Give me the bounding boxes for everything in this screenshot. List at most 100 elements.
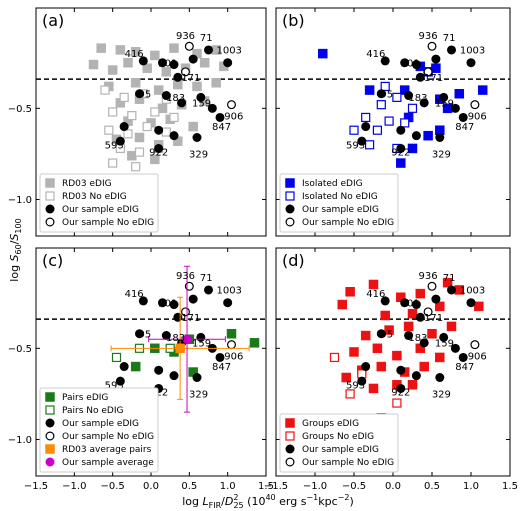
data-point — [470, 340, 480, 350]
legend-marker — [45, 405, 55, 415]
galaxy-label: 71 — [200, 273, 213, 284]
x-tick-label: −1.0 — [303, 481, 327, 492]
data-point — [407, 308, 418, 319]
data-point — [368, 279, 379, 290]
data-point — [207, 103, 217, 113]
y-tick-label: −1.0 — [8, 435, 32, 446]
data-point — [423, 130, 433, 141]
data-point — [192, 373, 202, 383]
data-point — [474, 301, 484, 312]
series-rd03-average-pairs — [110, 296, 250, 400]
data-point — [226, 328, 237, 339]
legend-marker — [45, 392, 55, 402]
data-point — [345, 389, 355, 399]
x-tick-label: 0.5 — [424, 481, 440, 492]
legend-marker — [285, 431, 295, 441]
data-point — [447, 285, 456, 295]
data-point — [182, 334, 192, 344]
data-point — [435, 352, 445, 363]
data-point — [361, 122, 371, 132]
data-point — [123, 129, 133, 139]
data-point — [154, 365, 164, 375]
legend: Groups eDIG Groups No eDIG Our sample eDIG… — [279, 413, 399, 473]
legend-label: RD03 eDIG — [62, 179, 112, 189]
galaxy-label: 416 — [366, 49, 385, 60]
legend-box — [39, 387, 159, 473]
data-point — [184, 41, 194, 51]
data-point — [466, 298, 476, 308]
legend-label: Pairs eDIG — [62, 393, 108, 403]
data-point — [130, 47, 141, 57]
panel-label: (c) — [42, 251, 63, 270]
data-point — [134, 147, 145, 157]
x-tick-label: 1.5 — [258, 481, 274, 492]
data-point — [357, 376, 367, 386]
galaxy-label: 1003 — [216, 286, 241, 297]
series-our-sample-edig — [357, 285, 476, 393]
legend-box — [279, 173, 399, 233]
data-point — [458, 352, 468, 362]
x-tick-label: 1.0 — [463, 481, 479, 492]
x-tick-label: 1.5 — [502, 481, 518, 492]
data-point — [131, 162, 141, 172]
galaxy-label: 416 — [125, 289, 144, 300]
legend-marker — [285, 444, 295, 454]
data-point — [407, 103, 418, 113]
data-point — [376, 329, 386, 339]
data-point — [435, 301, 445, 312]
galaxy-label: 201 — [158, 298, 177, 309]
data-point — [400, 58, 410, 68]
legend-marker — [45, 457, 55, 467]
data-point — [419, 98, 429, 108]
legend-label: Our sample No eDIG — [302, 458, 394, 468]
data-point — [396, 125, 406, 135]
data-point — [439, 92, 449, 102]
legend-label: Groups No eDIG — [302, 432, 374, 442]
galaxy-label: 329 — [189, 150, 208, 161]
data-point — [458, 112, 468, 122]
data-point — [415, 288, 426, 299]
galaxy-label: 936 — [419, 31, 438, 42]
data-point — [404, 331, 414, 341]
galaxy-label: 329 — [189, 390, 208, 401]
series-groups-edig — [337, 277, 484, 394]
panel-label: (b) — [282, 11, 305, 30]
galaxy-label: 416 — [366, 289, 385, 300]
data-point — [431, 54, 441, 64]
legend-marker — [45, 444, 55, 454]
legend-label: RD03 average pairs — [62, 445, 152, 455]
data-point — [158, 298, 167, 308]
data-point — [169, 131, 179, 141]
x-tick-label: 1.0 — [220, 481, 236, 492]
legend-marker — [285, 418, 295, 428]
data-point — [158, 58, 167, 68]
data-point — [454, 88, 465, 99]
data-point — [108, 158, 118, 168]
data-point — [435, 373, 445, 383]
legend: Isolated eDIG Isolated No eDIG Our sample … — [279, 173, 399, 233]
series-our-sample-edig — [357, 45, 476, 153]
data-point — [130, 78, 141, 88]
data-point — [227, 100, 237, 110]
galaxy-label: 847 — [212, 362, 231, 373]
data-point — [372, 125, 382, 135]
data-point — [169, 300, 179, 310]
y-tick-label: −0.5 — [8, 344, 32, 355]
data-point — [104, 125, 114, 135]
x-tick-label: 0.5 — [181, 481, 197, 492]
galaxy-label: 416 — [125, 49, 144, 60]
series-our-sample-edig — [115, 45, 233, 153]
data-point — [396, 383, 406, 393]
legend-marker — [45, 217, 55, 227]
data-point — [153, 85, 164, 95]
data-point — [365, 140, 375, 150]
legend-marker — [45, 178, 55, 188]
galaxy-label: 95 — [380, 89, 393, 100]
data-point — [411, 300, 421, 310]
galaxy-label: 159 — [192, 98, 211, 109]
galaxy-label: 922 — [391, 388, 410, 399]
